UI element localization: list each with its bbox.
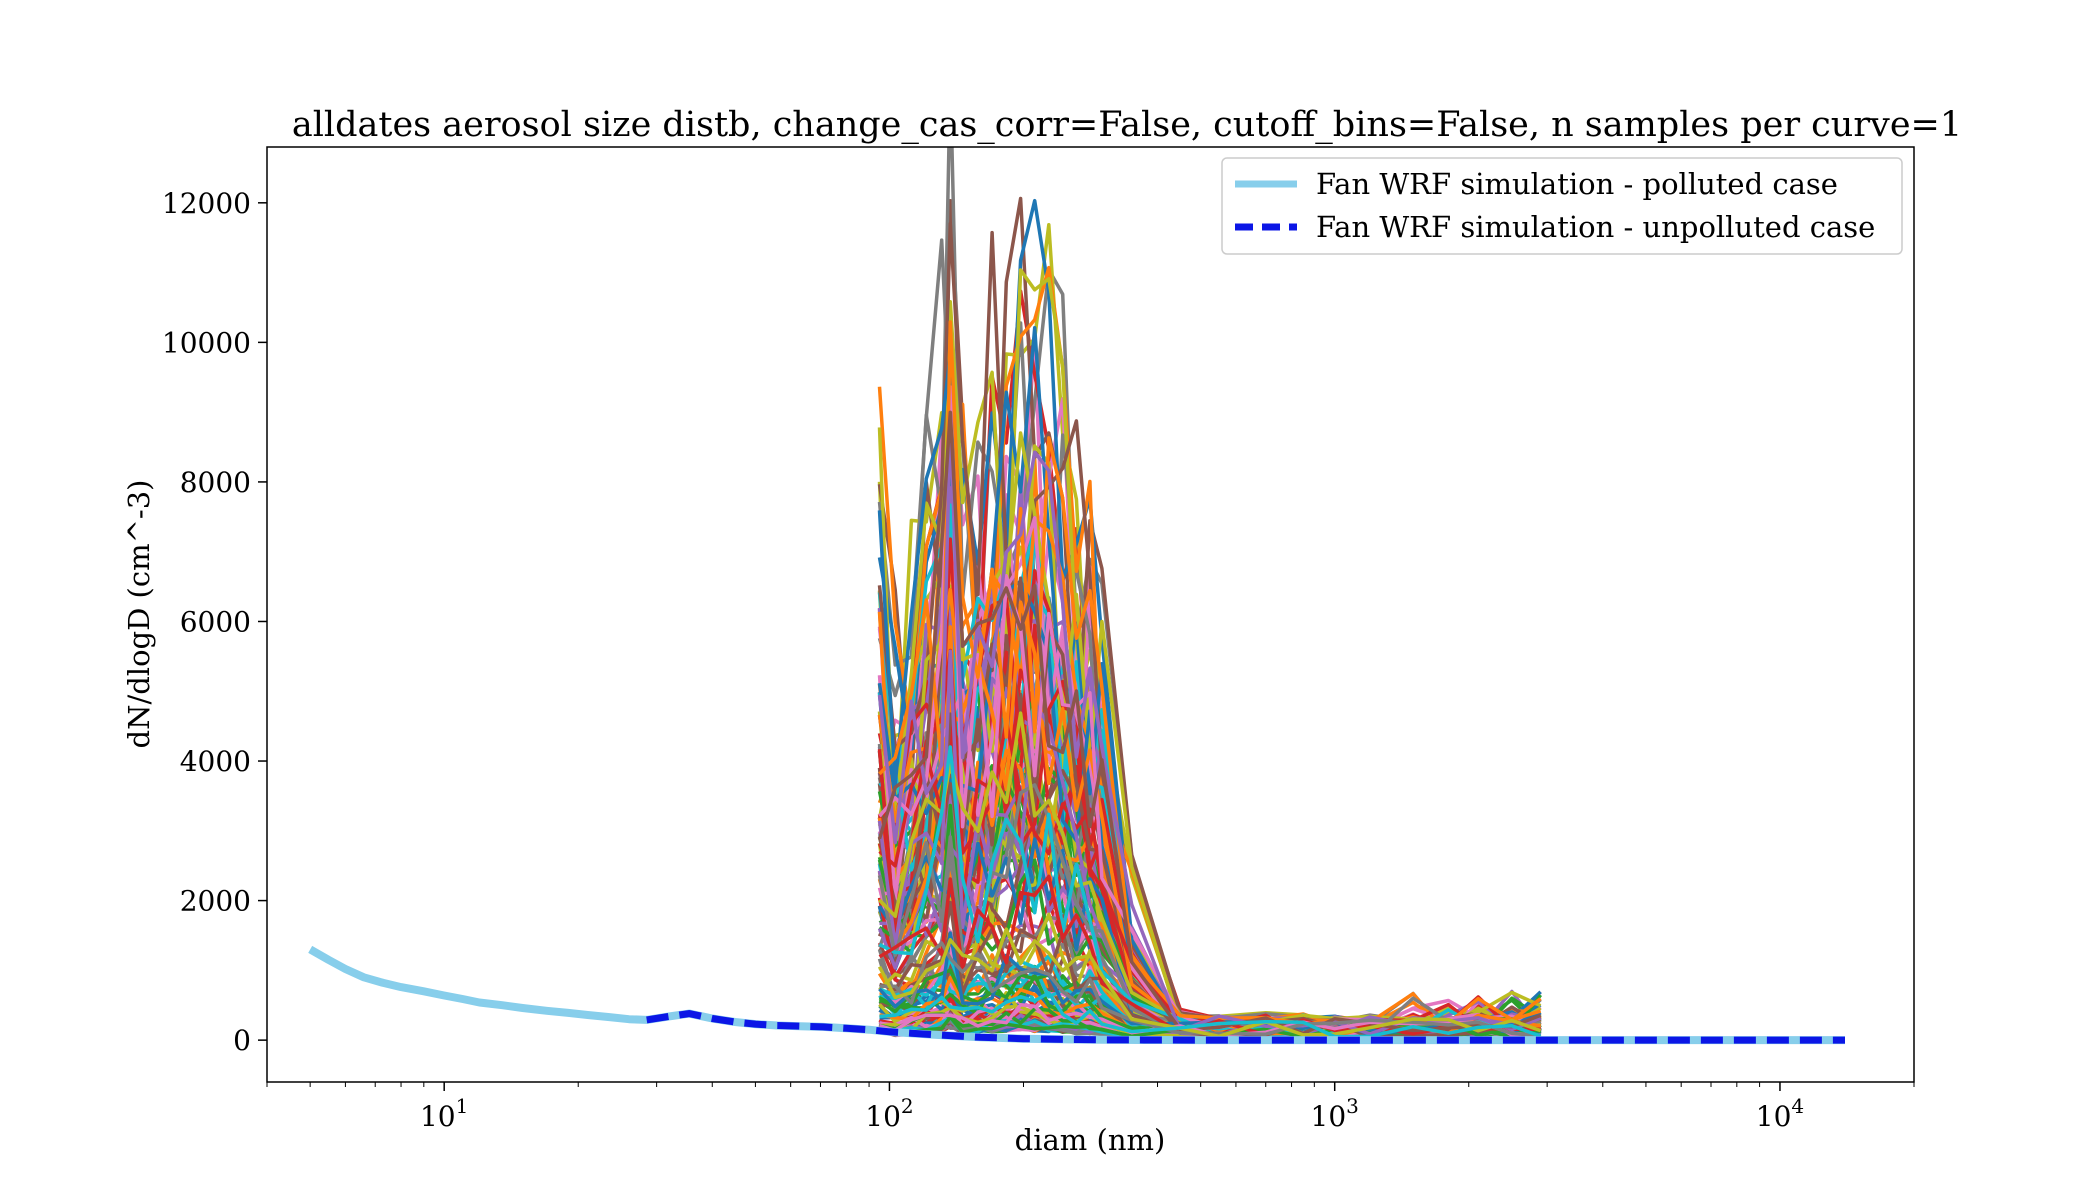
y-tick-label: 0 <box>233 1024 251 1057</box>
y-tick-label: 10000 <box>162 326 251 359</box>
y-tick-label: 8000 <box>180 466 251 499</box>
legend-label-unpolluted: Fan WRF simulation - unpolluted case <box>1316 210 1875 244</box>
x-tick-label: 102 <box>865 1094 913 1133</box>
chart-title: alldates aerosol size distb, change_cas_… <box>292 105 1962 145</box>
x-axis-label: diam (nm) <box>1015 1123 1166 1157</box>
y-tick-label: 2000 <box>180 885 251 918</box>
sample-curve <box>878 1003 1541 1038</box>
x-tick-label: 104 <box>1756 1094 1804 1133</box>
y-tick-label: 12000 <box>162 187 251 220</box>
sample-curve <box>877 927 1542 1039</box>
legend: Fan WRF simulation - polluted case Fan W… <box>1221 157 1903 255</box>
sample-curve <box>879 941 1541 1038</box>
y-tick-label: 6000 <box>180 605 251 638</box>
y-tick-label: 4000 <box>180 745 251 778</box>
y-axis: 0 2000 4000 6000 8000 10000 12000 <box>162 187 267 1057</box>
sample-curves <box>877 147 1543 1040</box>
simulation-series <box>308 945 1845 1045</box>
plot-frame <box>266 146 1915 1083</box>
x-axis: 101 102 103 104 <box>266 1082 1915 1133</box>
x-tick-label: 101 <box>420 1094 468 1133</box>
sample-curve <box>879 991 1542 1039</box>
x-tick-label: 103 <box>1311 1094 1359 1133</box>
sample-curve <box>879 975 1542 1037</box>
series-line-unpolluted <box>646 1010 1845 1044</box>
y-axis-label: dN/dlogD (cm^-3) <box>122 480 156 749</box>
sample-curve <box>877 417 1542 1036</box>
legend-label-polluted: Fan WRF simulation - polluted case <box>1316 167 1838 201</box>
legend-box <box>1221 157 1903 255</box>
